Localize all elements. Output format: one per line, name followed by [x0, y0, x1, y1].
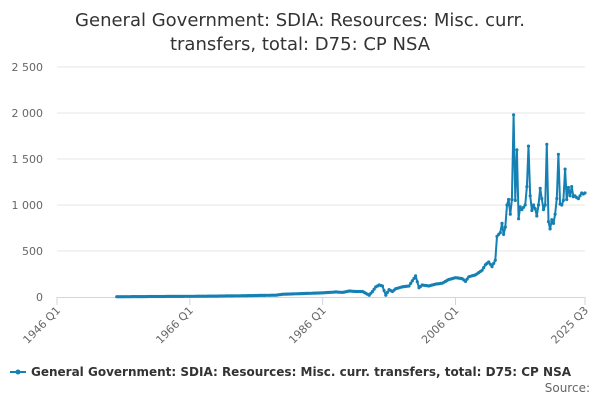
y-tick-label: 500: [22, 245, 43, 258]
data-point[interactable]: [546, 220, 551, 224]
data-point[interactable]: [566, 185, 571, 190]
legend-label[interactable]: General Government: SDIA: Resources: Mis…: [31, 365, 572, 379]
data-point[interactable]: [465, 277, 469, 281]
data-point[interactable]: [382, 289, 386, 293]
data-point[interactable]: [480, 268, 484, 272]
data-point[interactable]: [522, 205, 526, 209]
data-point[interactable]: [505, 203, 509, 207]
data-point[interactable]: [370, 289, 375, 294]
data-point[interactable]: [551, 221, 556, 225]
data-point[interactable]: [515, 148, 519, 152]
data-point[interactable]: [540, 197, 544, 201]
y-tick-label: 2 000: [12, 107, 44, 120]
data-point[interactable]: [511, 113, 516, 117]
data-point[interactable]: [490, 265, 494, 269]
data-point[interactable]: [503, 225, 507, 229]
data-point[interactable]: [409, 281, 413, 285]
x-tick-label: 1966 Q1: [153, 304, 196, 347]
data-point[interactable]: [576, 197, 581, 201]
data-point[interactable]: [561, 198, 566, 202]
data-point[interactable]: [563, 167, 567, 171]
data-point[interactable]: [410, 279, 414, 283]
series-group[interactable]: [115, 113, 587, 299]
x-axis-ticks: 1946 Q1 1966 Q1 1986 Q1 2006 Q1 2025 Q3: [21, 297, 592, 347]
y-tick-label: 1 500: [12, 153, 44, 166]
legend[interactable]: General Government: SDIA: Resources: Mis…: [10, 365, 572, 379]
data-point[interactable]: [414, 274, 418, 278]
source-label: Source:: [545, 381, 590, 395]
data-point[interactable]: [380, 284, 384, 288]
data-point[interactable]: [488, 262, 492, 266]
data-point[interactable]: [415, 280, 419, 284]
data-point[interactable]: [502, 232, 506, 236]
data-point[interactable]: [385, 290, 389, 294]
x-tick-label: 1946 Q1: [21, 304, 64, 347]
data-point[interactable]: [541, 208, 546, 212]
data-point[interactable]: [412, 276, 416, 280]
data-point[interactable]: [553, 212, 557, 216]
data-point[interactable]: [518, 205, 522, 209]
data-point[interactable]: [526, 144, 531, 148]
data-point[interactable]: [493, 258, 497, 262]
data-point[interactable]: [536, 203, 541, 207]
data-point[interactable]: [510, 197, 514, 202]
data-point[interactable]: [545, 142, 549, 146]
data-point[interactable]: [568, 194, 572, 198]
data-point[interactable]: [507, 197, 511, 202]
data-point[interactable]: [384, 293, 388, 297]
data-point[interactable]: [531, 203, 536, 207]
chart-title-line1: General Government: SDIA: Resources: Mis…: [75, 10, 525, 31]
series-line[interactable]: [116, 113, 586, 298]
data-point[interactable]: [463, 279, 468, 283]
data-point[interactable]: [517, 217, 521, 221]
data-point[interactable]: [583, 191, 587, 195]
data-point[interactable]: [523, 203, 527, 207]
data-point[interactable]: [482, 266, 486, 270]
data-point[interactable]: [500, 221, 504, 225]
data-point[interactable]: [513, 198, 517, 202]
x-tick-label: 2006 Q1: [419, 304, 462, 347]
y-tick-label: 1 000: [12, 199, 44, 212]
data-point[interactable]: [565, 197, 569, 202]
y-tick-label: 2 500: [12, 61, 44, 74]
data-point[interactable]: [530, 208, 534, 213]
legend-marker-icon: [15, 369, 21, 375]
data-point[interactable]: [578, 194, 582, 198]
data-point[interactable]: [492, 261, 496, 265]
data-point[interactable]: [570, 185, 574, 189]
data-point[interactable]: [543, 203, 547, 207]
data-point[interactable]: [487, 260, 491, 264]
data-point[interactable]: [407, 284, 411, 288]
data-point[interactable]: [535, 214, 539, 218]
x-tick-label: 1986 Q1: [286, 304, 329, 347]
data-point[interactable]: [498, 231, 502, 235]
data-point[interactable]: [508, 212, 512, 216]
data-point[interactable]: [560, 203, 564, 207]
chart-title-line2: transfers, total: D75: CP NSA: [170, 34, 431, 55]
data-point[interactable]: [548, 227, 552, 231]
data-point[interactable]: [550, 218, 554, 222]
x-tick-label: 2025 Q3: [549, 304, 592, 347]
grid-lines: [57, 66, 585, 252]
data-point[interactable]: [372, 287, 376, 291]
y-tick-label: 0: [36, 291, 43, 304]
data-point[interactable]: [525, 185, 529, 189]
data-point[interactable]: [520, 208, 524, 212]
data-point[interactable]: [556, 152, 561, 156]
data-point[interactable]: [538, 186, 542, 190]
data-point[interactable]: [533, 207, 537, 211]
data-point[interactable]: [555, 197, 559, 201]
y-axis-ticks: 0 500 1 000 1 500 2 000 2 500: [12, 61, 44, 304]
data-point[interactable]: [528, 194, 532, 198]
